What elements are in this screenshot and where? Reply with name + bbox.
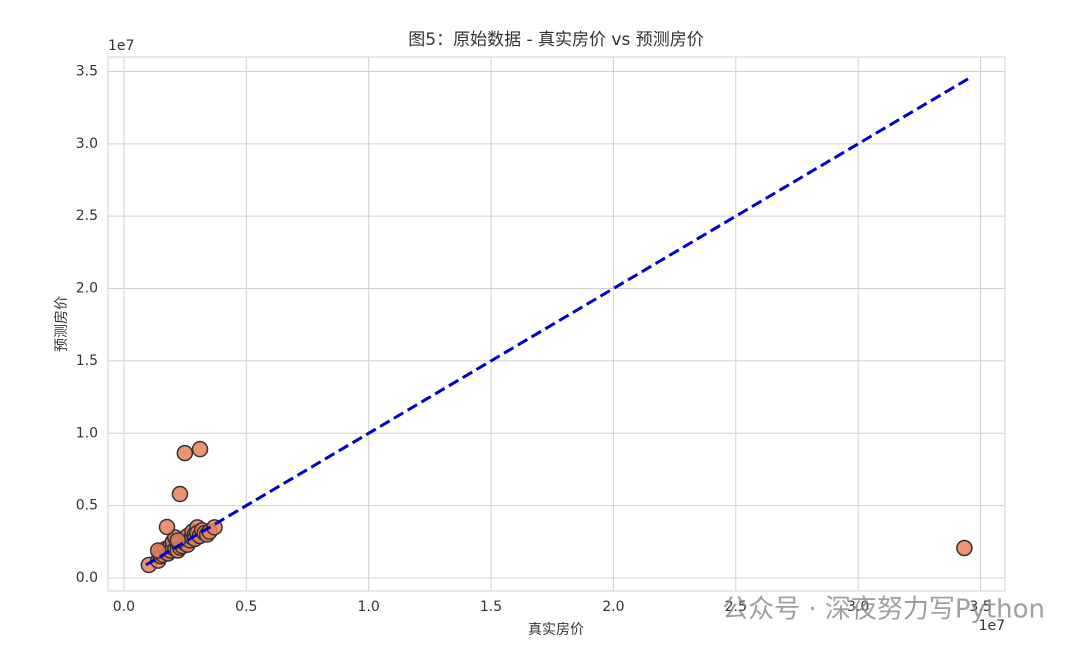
x-axis-label: 真实房价 (528, 622, 584, 638)
y-tick-label: 0.5 (76, 498, 98, 514)
y-tick-label: 1.5 (76, 353, 98, 369)
y-offset-label: 1e7 (108, 38, 134, 54)
x-tick-label: 3.5 (969, 599, 991, 615)
x-tick-label: 3.0 (847, 599, 869, 615)
point (191, 440, 209, 458)
point (158, 518, 176, 536)
x-tick-label: 0.5 (235, 599, 257, 615)
y-tick-label: 2.0 (76, 281, 98, 297)
reference-line (145, 77, 970, 567)
point (176, 444, 194, 462)
y-tick-label: 3.5 (76, 63, 98, 79)
x-tick-label: 1.5 (480, 599, 502, 615)
x-tick-label: 2.5 (725, 599, 747, 615)
y-tick-label: 0.0 (76, 570, 98, 586)
x-tick-label: 0.0 (113, 599, 135, 615)
y-axis-label: 预测房价 (54, 296, 70, 352)
x-tick-label: 1.0 (358, 599, 380, 615)
y-tick-label: 3.0 (76, 136, 98, 152)
x-tick-label: 2.0 (602, 599, 624, 615)
chart-title: 图5：原始数据 - 真实房价 vs 预测房价 (408, 30, 703, 50)
y-tick-label: 1.0 (76, 425, 98, 441)
point (956, 539, 973, 557)
plot-frame (107, 56, 1006, 592)
watermark: 公众号 · 深夜努力写Python (722, 595, 1045, 625)
x-offset-label: 1e7 (979, 618, 1005, 634)
y-tick-label: 2.5 (76, 208, 98, 224)
point (171, 485, 189, 503)
